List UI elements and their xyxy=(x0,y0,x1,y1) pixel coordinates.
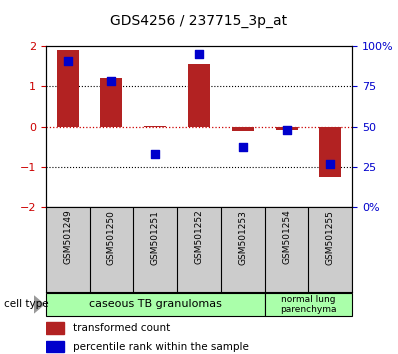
Text: transformed count: transformed count xyxy=(73,323,171,333)
Text: GSM501249: GSM501249 xyxy=(63,210,72,264)
Bar xyxy=(144,126,166,127)
Text: cell type: cell type xyxy=(4,299,49,309)
Point xyxy=(240,145,246,150)
Text: percentile rank within the sample: percentile rank within the sample xyxy=(73,342,249,352)
Text: GSM501251: GSM501251 xyxy=(151,210,160,264)
Text: GSM501250: GSM501250 xyxy=(107,210,116,264)
Point xyxy=(152,151,158,157)
Bar xyxy=(101,78,123,127)
Point xyxy=(327,161,334,166)
FancyBboxPatch shape xyxy=(265,292,352,316)
Point xyxy=(283,127,290,133)
Text: GSM501254: GSM501254 xyxy=(282,210,291,264)
Text: GDS4256 / 237715_3p_at: GDS4256 / 237715_3p_at xyxy=(110,14,288,28)
Text: GSM501253: GSM501253 xyxy=(238,210,247,264)
Polygon shape xyxy=(34,296,44,313)
Bar xyxy=(46,341,64,352)
Point xyxy=(64,58,71,63)
Bar xyxy=(46,322,64,333)
Bar xyxy=(232,127,254,131)
Bar xyxy=(276,127,298,130)
FancyBboxPatch shape xyxy=(46,292,265,316)
Text: GSM501252: GSM501252 xyxy=(195,210,203,264)
Point xyxy=(108,79,115,84)
Text: normal lung
parenchyma: normal lung parenchyma xyxy=(280,295,337,314)
Bar xyxy=(57,50,79,127)
Bar xyxy=(188,64,210,127)
Bar xyxy=(320,127,341,177)
Point xyxy=(196,51,202,57)
Text: GSM501255: GSM501255 xyxy=(326,210,335,264)
Text: caseous TB granulomas: caseous TB granulomas xyxy=(89,299,222,309)
